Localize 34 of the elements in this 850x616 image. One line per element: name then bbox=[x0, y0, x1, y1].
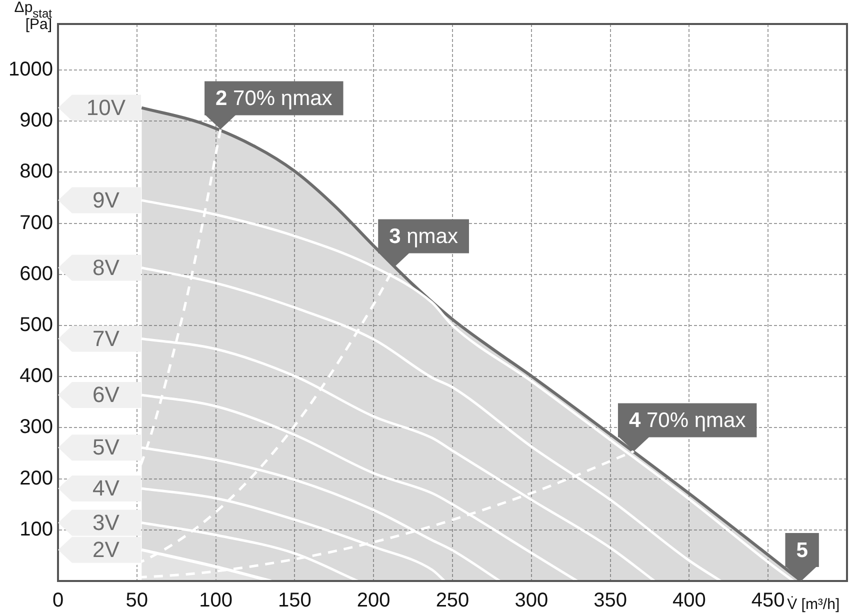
x-tick-label: 200 bbox=[356, 590, 390, 612]
legend-label: 4V bbox=[92, 476, 120, 501]
annotation: 4 70% ηmax bbox=[628, 409, 746, 432]
annotation: 2 70% ηmax bbox=[216, 87, 333, 110]
y-tick-label: 100 bbox=[20, 518, 53, 540]
y-tick-label: 600 bbox=[20, 262, 53, 285]
y-tick-label: 800 bbox=[20, 160, 53, 183]
x-tick-label: 400 bbox=[672, 590, 706, 612]
series-label: 10V bbox=[86, 94, 126, 120]
series-label: 8V bbox=[92, 254, 120, 280]
annotation: 3 ηmax bbox=[389, 225, 458, 248]
legend-label: 3V bbox=[92, 510, 120, 535]
series-label: 5V bbox=[92, 434, 120, 460]
y-tick-label: 200 bbox=[20, 467, 53, 490]
x-tick-label: 300 bbox=[514, 590, 548, 612]
y-tick-label: 400 bbox=[20, 365, 53, 388]
series-label: 9V bbox=[92, 187, 120, 212]
y-tick-label: 1000 bbox=[8, 58, 53, 81]
x-tick-label: 150 bbox=[278, 590, 312, 612]
y-tick-label: 700 bbox=[20, 212, 53, 234]
x-tick-label: 450 bbox=[751, 590, 785, 612]
y-tick-label: 500 bbox=[20, 314, 53, 336]
x-axis-title: V̇ [m³/h] bbox=[787, 596, 840, 613]
x-tick-label: 0 bbox=[52, 590, 64, 612]
x-tick-label: 250 bbox=[436, 590, 470, 612]
x-tick-label: 100 bbox=[199, 590, 232, 612]
legend-label: 2V bbox=[92, 536, 120, 562]
y-tick-label: 900 bbox=[20, 110, 53, 132]
x-tick-label: 50 bbox=[126, 590, 148, 612]
x-tick-label: 350 bbox=[594, 590, 627, 612]
y-tick-label: 300 bbox=[20, 416, 53, 438]
series-label: 7V bbox=[92, 326, 120, 351]
series-label: 6V bbox=[92, 382, 120, 408]
annotation: 5 bbox=[796, 538, 808, 562]
